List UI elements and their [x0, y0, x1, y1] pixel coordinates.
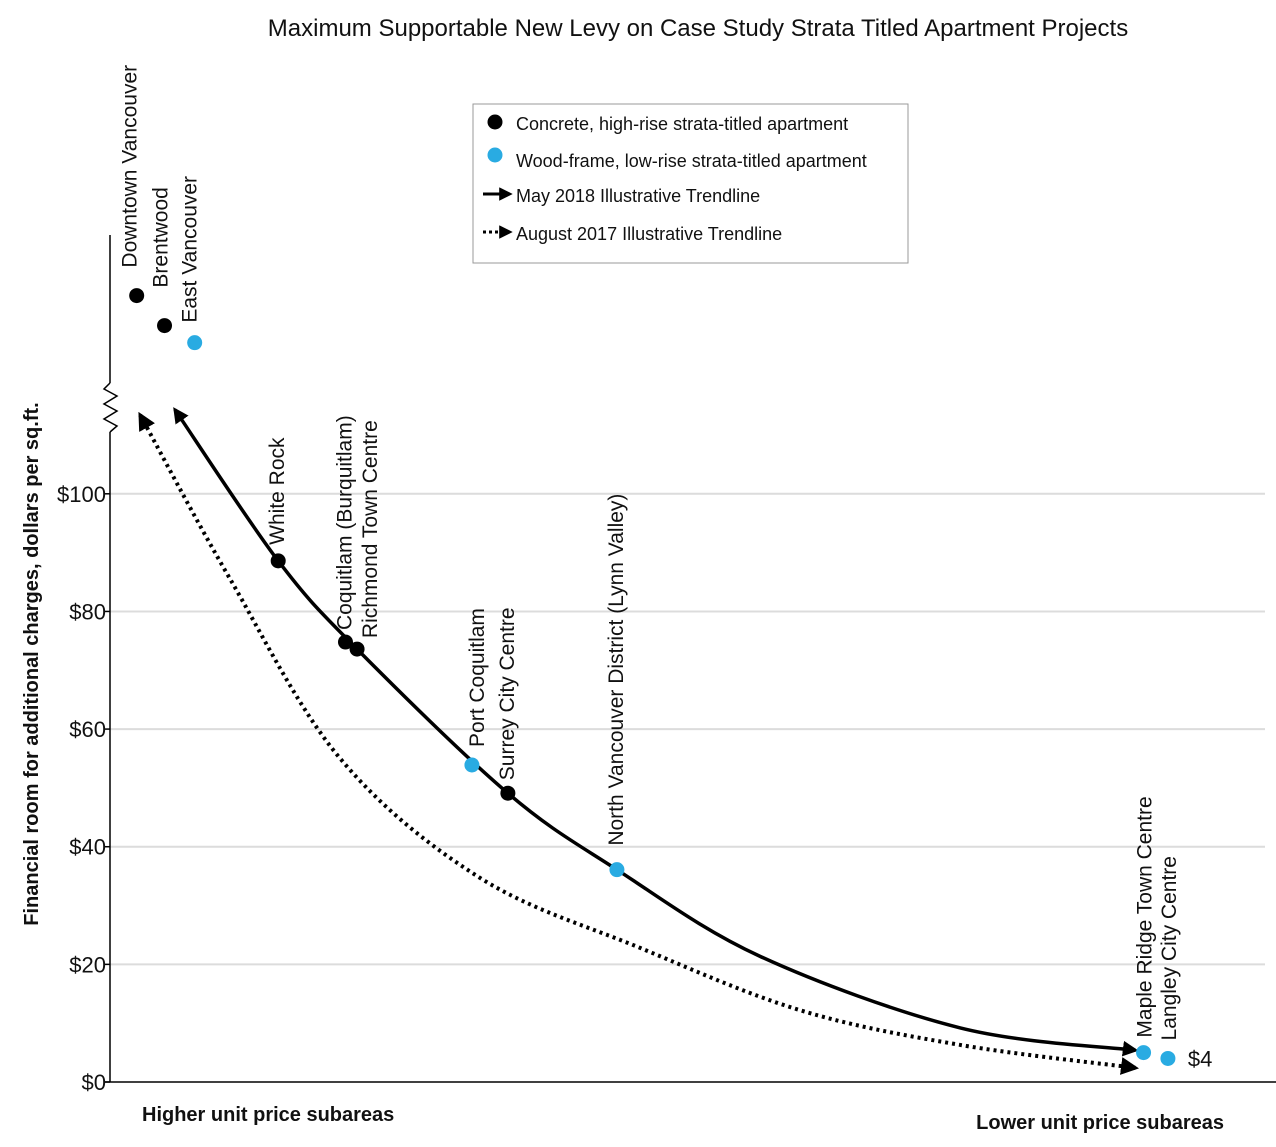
point-label: Langley City Centre — [1158, 856, 1181, 1040]
point-label: Coquitlam (Burquitlam) — [333, 415, 356, 630]
y-tick-label: $100 — [57, 482, 106, 507]
legend-marker — [487, 114, 503, 130]
legend-label: August 2017 Illustrative Trendline — [516, 224, 782, 244]
y-tick-label: $60 — [69, 717, 106, 742]
data-point — [500, 785, 516, 801]
point-label: Richmond Town Centre — [359, 420, 382, 638]
data-point — [1136, 1045, 1152, 1061]
y-tick-label: $0 — [82, 1070, 106, 1095]
data-point — [349, 641, 365, 657]
point-label: Downtown Vancouver — [119, 65, 142, 268]
data-point — [464, 757, 480, 773]
point-label: East Vancouver — [179, 176, 202, 323]
point-label: Surrey City Centre — [496, 607, 519, 780]
legend: Concrete, high-rise strata-titled apartm… — [472, 103, 909, 264]
point-label: Port Coquitlam — [466, 608, 489, 747]
legend-box — [472, 103, 909, 264]
chart-title: Maximum Supportable New Levy on Case Stu… — [268, 15, 1128, 42]
data-point — [337, 634, 353, 650]
trendline — [138, 411, 1140, 1075]
point-label: North Vancouver District (Lynn Valley) — [605, 494, 628, 846]
data-point — [157, 318, 173, 334]
data-point — [1160, 1050, 1176, 1066]
y-tick-label: $80 — [69, 599, 106, 624]
data-label: $4 — [1188, 1046, 1212, 1071]
data-point — [270, 553, 286, 569]
legend-marker — [487, 147, 503, 163]
axis-break — [102, 382, 119, 433]
data-point — [187, 335, 203, 351]
point-label: White Rock — [266, 437, 289, 545]
legend-label: May 2018 Illustrative Trendline — [516, 186, 760, 206]
x-axis-label-right: Lower unit price subareas — [976, 1112, 1224, 1134]
data-point — [129, 288, 145, 304]
data-point — [609, 862, 625, 878]
y-tick-label: $40 — [69, 835, 106, 860]
point-label: Brentwood — [150, 187, 173, 287]
y-tick-label: $20 — [69, 952, 106, 977]
point-label: Maple Ridge Town Centre — [1134, 796, 1157, 1037]
x-axis-label-left: Higher unit price subareas — [142, 1104, 394, 1126]
legend-label: Wood-frame, low-rise strata-titled apart… — [516, 151, 867, 171]
legend-label: Concrete, high-rise strata-titled apartm… — [516, 114, 848, 134]
y-axis-label: Financial room for additional charges, d… — [21, 402, 43, 925]
